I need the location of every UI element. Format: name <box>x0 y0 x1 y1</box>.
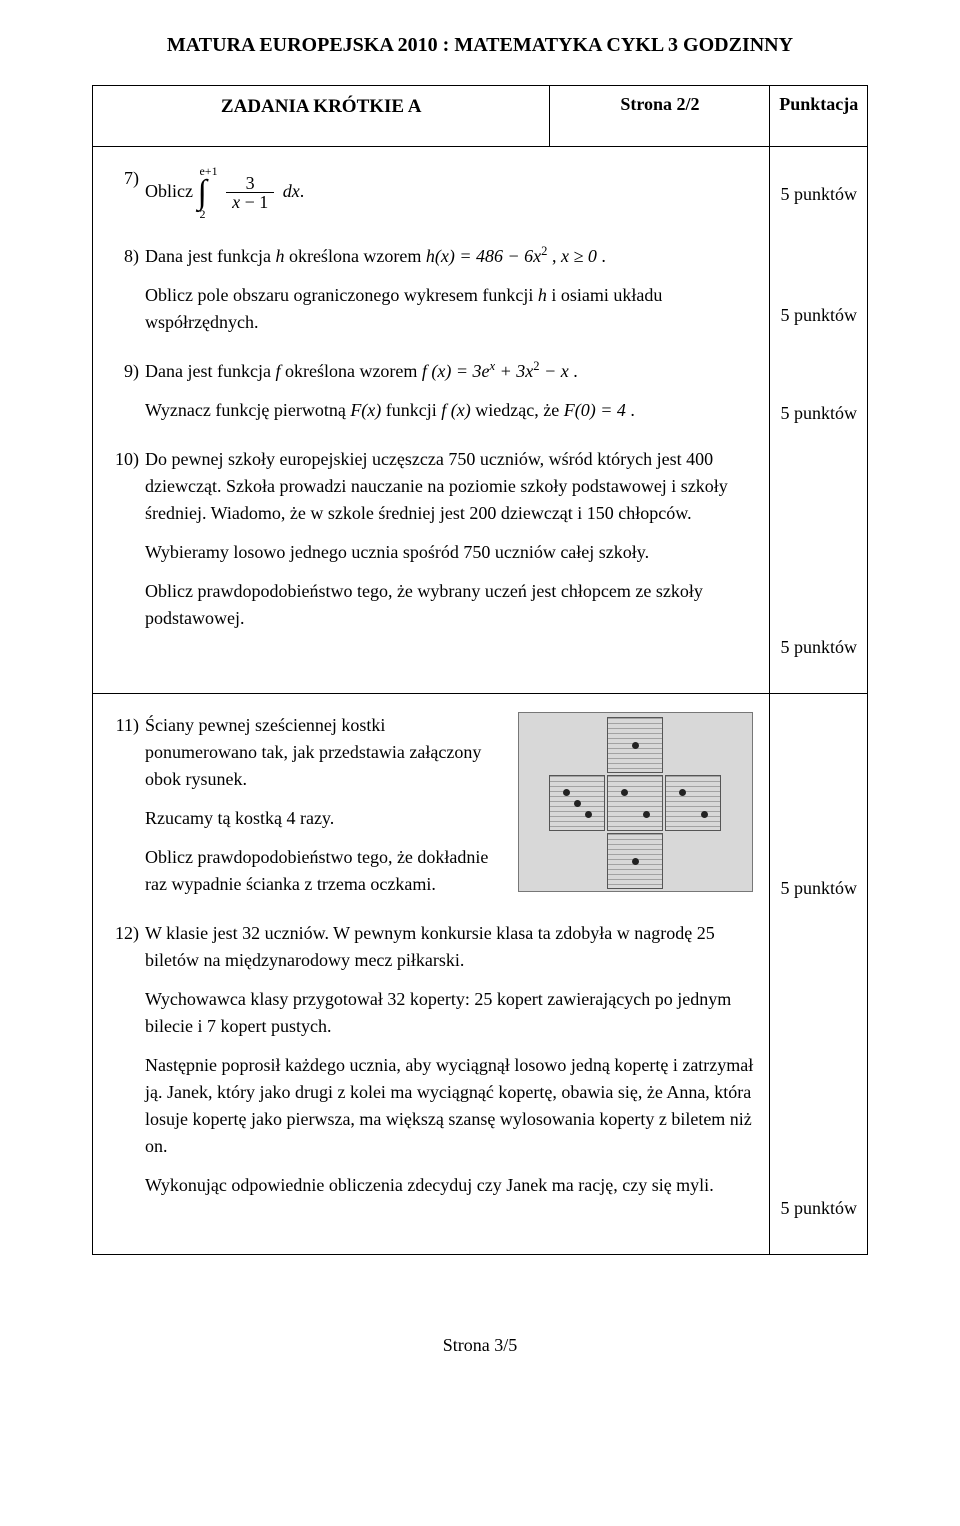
questions-block-2: 11) Ściany pewnej sześciennej kostki pon… <box>93 694 770 1255</box>
text: wiedząc, że <box>475 400 563 420</box>
dice-face <box>665 775 721 831</box>
paragraph: Wykonując odpowiednie obliczenia zdecydu… <box>145 1172 753 1199</box>
text: . <box>601 246 606 266</box>
question-body: Dana jest funkcja h określona wzorem h(x… <box>145 243 753 348</box>
section-title: ZADANIA KRÓTKIE A <box>93 86 550 147</box>
dice-pip <box>621 789 628 796</box>
page-footer: Strona 3/5 <box>92 1335 868 1356</box>
fraction-denominator: x − 1 <box>226 193 274 212</box>
math: + 3x <box>500 361 534 381</box>
math-sup: x <box>490 359 496 373</box>
integral-symbol: e+1 ∫ 2 <box>197 165 217 221</box>
paragraph: Rzucamy tą kostką 4 razy. <box>145 805 498 832</box>
math: − x <box>544 361 569 381</box>
points-q7: 5 punktów <box>780 165 857 223</box>
question-body: Dana jest funkcja f określona wzorem f (… <box>145 358 753 436</box>
math: F(0) = 4 <box>564 400 626 420</box>
math: f (x) <box>441 400 470 420</box>
text: Oblicz pole obszaru ograniczonego wykres… <box>145 285 538 305</box>
dice-face <box>607 717 663 773</box>
question-number: 10) <box>109 446 145 473</box>
text: Dana jest funkcja <box>145 246 275 266</box>
exam-table: ZADANIA KRÓTKIE A Strona 2/2 Punktacja 7… <box>92 85 868 1255</box>
punktacja-header: Punktacja <box>770 86 868 147</box>
text: określona wzorem <box>289 246 426 266</box>
math: h <box>275 246 284 266</box>
math-sup: 2 <box>533 359 539 373</box>
paragraph: Wybieramy losowo jednego ucznia spośród … <box>145 539 753 566</box>
questions-block-1: 7) Oblicz e+1 ∫ 2 3 <box>93 147 770 694</box>
text: Oblicz <box>145 181 197 201</box>
question-9: 9) Dana jest funkcja f określona wzorem … <box>109 358 753 436</box>
math: x ≥ 0 <box>561 246 597 266</box>
question-body: Do pewnej szkoły europejskiej uczęszcza … <box>145 446 753 644</box>
math: F(x) <box>350 400 381 420</box>
question-number: 8) <box>109 243 145 270</box>
points-block-1: 5 punktów 5 punktów 5 punktów 5 punktów <box>770 147 868 694</box>
paragraph: Ściany pewnej sześciennej kostki ponumer… <box>145 712 498 793</box>
question-12: 12) W klasie jest 32 uczniów. W pewnym k… <box>109 920 753 1211</box>
math: h(x) = 486 − 6x <box>426 246 541 266</box>
points-q11: 5 punktów <box>780 712 857 902</box>
dice-pip <box>632 858 639 865</box>
question-number: 9) <box>109 358 145 385</box>
dice-net-figure <box>518 712 753 892</box>
dice-face <box>549 775 605 831</box>
paragraph: Następnie poprosił każdego ucznia, aby w… <box>145 1052 753 1160</box>
text: określona wzorem <box>285 361 422 381</box>
dice-pip <box>574 800 581 807</box>
text: , <box>552 246 561 266</box>
paragraph: Wychowawca klasy przygotował 32 koperty:… <box>145 986 753 1040</box>
text: dx <box>283 181 300 201</box>
math: f (x) = 3e <box>422 361 490 381</box>
text: funkcji <box>386 400 442 420</box>
question-body: Oblicz e+1 ∫ 2 3 x − 1 <box>145 165 753 233</box>
dice-pip <box>643 811 650 818</box>
dice-pip <box>563 789 570 796</box>
document-title: MATURA EUROPEJSKA 2010 : MATEMATYKA CYKL… <box>92 34 868 57</box>
question-10: 10) Do pewnej szkoły europejskiej uczęsz… <box>109 446 753 644</box>
points-block-2: 5 punktów 5 punktów <box>770 694 868 1255</box>
fraction-numerator: 3 <box>226 174 274 194</box>
dice-pip <box>585 811 592 818</box>
math-sup: 2 <box>541 244 547 258</box>
question-body: Ściany pewnej sześciennej kostki ponumer… <box>145 712 753 910</box>
points-q8: 5 punktów <box>780 233 857 329</box>
page: MATURA EUROPEJSKA 2010 : MATEMATYKA CYKL… <box>0 0 960 1396</box>
page-info: Strona 2/2 <box>550 86 770 147</box>
points-q10: 5 punktów <box>780 437 857 661</box>
math: f <box>275 361 280 381</box>
question-11: 11) Ściany pewnej sześciennej kostki pon… <box>109 712 753 910</box>
dice-pip <box>632 742 639 749</box>
dice-pip <box>701 811 708 818</box>
dice-face <box>607 833 663 889</box>
question-number: 11) <box>109 712 145 739</box>
question-8: 8) Dana jest funkcja h określona wzorem … <box>109 243 753 348</box>
dice-net-bg <box>518 712 753 892</box>
text: . <box>630 400 635 420</box>
text: . <box>573 361 578 381</box>
paragraph: W klasie jest 32 uczniów. W pewnym konku… <box>145 920 753 974</box>
text: . <box>300 181 305 201</box>
question-number: 7) <box>109 165 145 192</box>
integral-sign: ∫ <box>197 178 206 209</box>
points-q12: 5 punktów <box>780 912 857 1222</box>
math: h <box>538 285 547 305</box>
fraction: 3 x − 1 <box>226 174 274 213</box>
question-body: W klasie jest 32 uczniów. W pewnym konku… <box>145 920 753 1211</box>
dice-pip <box>679 789 686 796</box>
integral-lower: 2 <box>197 208 217 221</box>
question-number: 12) <box>109 920 145 947</box>
text: Dana jest funkcja <box>145 361 275 381</box>
text: Wyznacz funkcję pierwotną <box>145 400 350 420</box>
dice-face <box>607 775 663 831</box>
points-q9: 5 punktów <box>780 339 857 427</box>
paragraph: Oblicz prawdopodobieństwo tego, że dokła… <box>145 844 498 898</box>
question-7: 7) Oblicz e+1 ∫ 2 3 <box>109 165 753 233</box>
paragraph: Do pewnej szkoły europejskiej uczęszcza … <box>145 446 753 527</box>
paragraph: Oblicz prawdopodobieństwo tego, że wybra… <box>145 578 753 632</box>
